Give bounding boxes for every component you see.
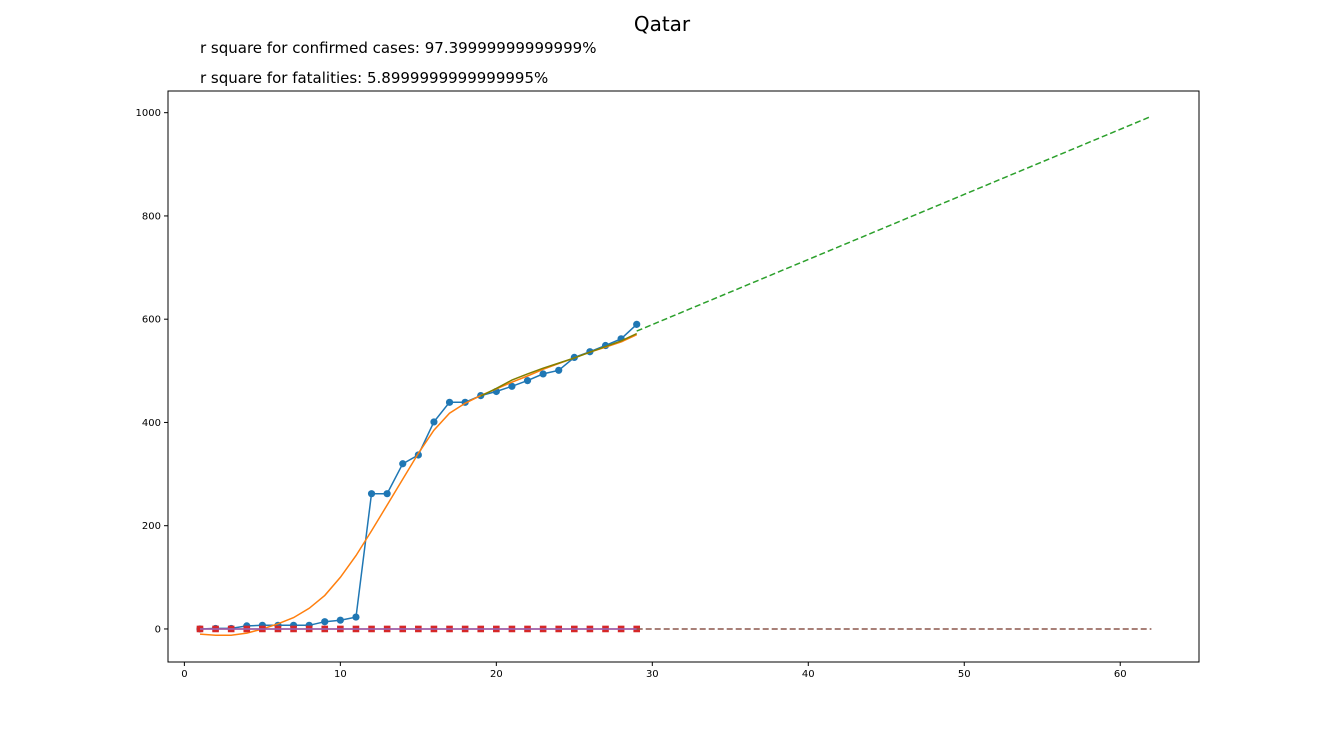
series-0-point [430, 418, 438, 426]
series-0-point [508, 382, 516, 390]
series-0-point [383, 490, 391, 498]
x-tick-label: 20 [490, 669, 503, 680]
series-0-point [539, 370, 547, 378]
series-layer [196, 115, 1152, 636]
series-4-point [196, 625, 204, 633]
series-0-point [523, 377, 532, 385]
chart-title: Qatar [633, 12, 691, 36]
y-tick-label: 800 [142, 211, 161, 222]
y-axis: 0 200 400 600 800 1000 [136, 108, 168, 635]
series-2-line [480, 332, 638, 397]
series-1-line [199, 334, 638, 636]
series-3-line [636, 115, 1152, 332]
y-tick-label: 400 [142, 418, 161, 429]
x-tick-label: 0 [181, 669, 187, 680]
x-axis: 0 10 20 30 40 50 60 [181, 662, 1127, 680]
x-tick-label: 10 [334, 669, 347, 680]
series-0-point [445, 398, 454, 406]
series-0-point [336, 616, 344, 624]
y-tick-label: 200 [142, 521, 161, 532]
r-square-fatalities-annotation: r square for fatalities: 5.8999999999999… [200, 69, 549, 87]
series-0-point [352, 613, 360, 621]
x-tick-label: 50 [958, 669, 971, 680]
series-0-point [633, 320, 641, 328]
y-tick-label: 1000 [136, 108, 161, 119]
series-0-point [367, 490, 376, 498]
plot-area-frame [167, 90, 1200, 663]
series-0-point [321, 618, 329, 626]
series-0-line [199, 323, 638, 630]
series-0-point [555, 366, 563, 374]
y-tick-label: 0 [155, 624, 161, 635]
series-0-point [399, 460, 407, 468]
x-tick-label: 60 [1114, 669, 1127, 680]
x-tick-label: 30 [646, 669, 659, 680]
y-tick-label: 600 [142, 315, 161, 326]
x-tick-label: 40 [802, 669, 815, 680]
r-square-confirmed-annotation: r square for confirmed cases: 97.3999999… [200, 39, 597, 57]
